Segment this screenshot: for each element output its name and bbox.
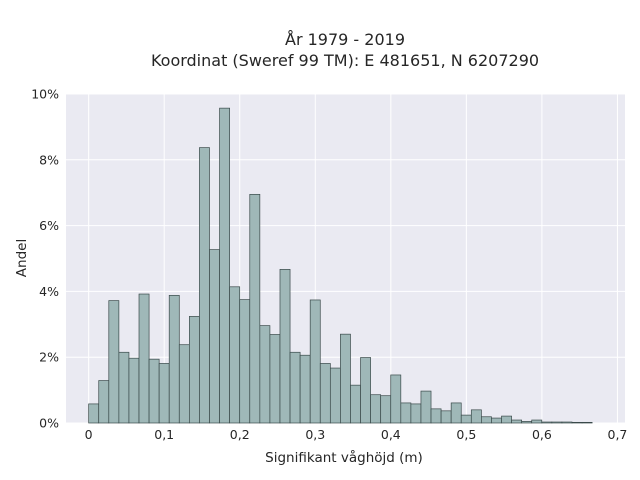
histogram-bar [118,351,130,424]
chart-title: År 1979 - 2019 [285,30,405,49]
histogram-bar [229,286,241,424]
histogram-bar [370,394,382,424]
histogram-bar [259,325,271,424]
histogram-bar [128,357,140,424]
histogram-bar [470,409,482,424]
histogram-bar [350,384,361,424]
x-tick-label: 0,6 [532,427,552,442]
histogram-bar [158,363,170,424]
x-tick-label: 0,5 [456,427,476,442]
histogram-bar [88,403,100,424]
x-axis-label: Signifikant våghöjd (m) [265,449,423,466]
histogram-bar [481,416,492,424]
y-tick-label: 6% [39,218,59,233]
histogram-bar [98,380,110,424]
histogram-bar [108,300,120,424]
histogram-bar [521,421,533,424]
histogram-bar [410,403,422,424]
x-tick-label: 0,7 [608,427,628,442]
histogram-bar [491,417,502,424]
histogram-bar [440,410,452,424]
histogram-bar [219,107,230,424]
x-tick-label: 0,1 [154,427,174,442]
histogram-bar [551,421,563,424]
histogram-bar [501,415,512,424]
histogram-bar [138,293,150,424]
y-tick-label: 0% [39,416,59,431]
histogram-bar [239,299,251,424]
x-tick-label: 0 [85,427,93,442]
y-tick-label: 2% [39,350,59,365]
histogram-bar [299,354,311,424]
histogram-bar [400,402,412,424]
histogram-bar [380,395,392,424]
y-tick-label: 8% [39,152,59,167]
histogram-bar [269,334,281,424]
histogram-bar [531,419,543,424]
y-tick-label: 4% [39,284,59,299]
histogram-bar [541,421,553,424]
x-tick-label: 0,2 [230,427,250,442]
histogram-bar [561,421,573,424]
y-tick-label: 10% [31,87,59,102]
histogram-bar [581,421,593,424]
histogram-bar [168,294,180,424]
histogram-bar [249,193,261,424]
histogram-bar [209,249,220,424]
histogram-bar [289,351,301,424]
histogram-bar [199,147,210,424]
histogram-bar [329,367,341,424]
x-tick-label: 0,3 [305,427,325,442]
histogram-bar [189,316,200,424]
histogram-bar [460,414,472,424]
histogram-bar [360,357,371,424]
histogram-bar [340,333,351,424]
histogram-bar [571,421,583,424]
histogram-bar [511,419,523,424]
x-tick-labels: 0 0,1 0,2 0,3 0,4 0,5 0,6 0,7 [85,427,628,442]
y-tick-labels: 0% 2% 4% 6% 8% 10% [31,87,59,431]
histogram-bar [148,358,160,424]
histogram-bar [450,402,462,424]
histogram-bar [319,363,331,424]
x-tick-label: 0,4 [381,427,401,442]
histogram-bar [279,269,291,424]
bars [88,107,593,424]
histogram-bar [430,408,442,424]
histogram-bar [178,344,190,424]
histogram-bar [309,299,321,424]
y-axis-label: Andel [14,239,30,277]
histogram-bar [390,374,402,424]
histogram-bar [420,390,432,424]
chart-subtitle: Koordinat (Sweref 99 TM): E 481651, N 62… [151,51,539,70]
